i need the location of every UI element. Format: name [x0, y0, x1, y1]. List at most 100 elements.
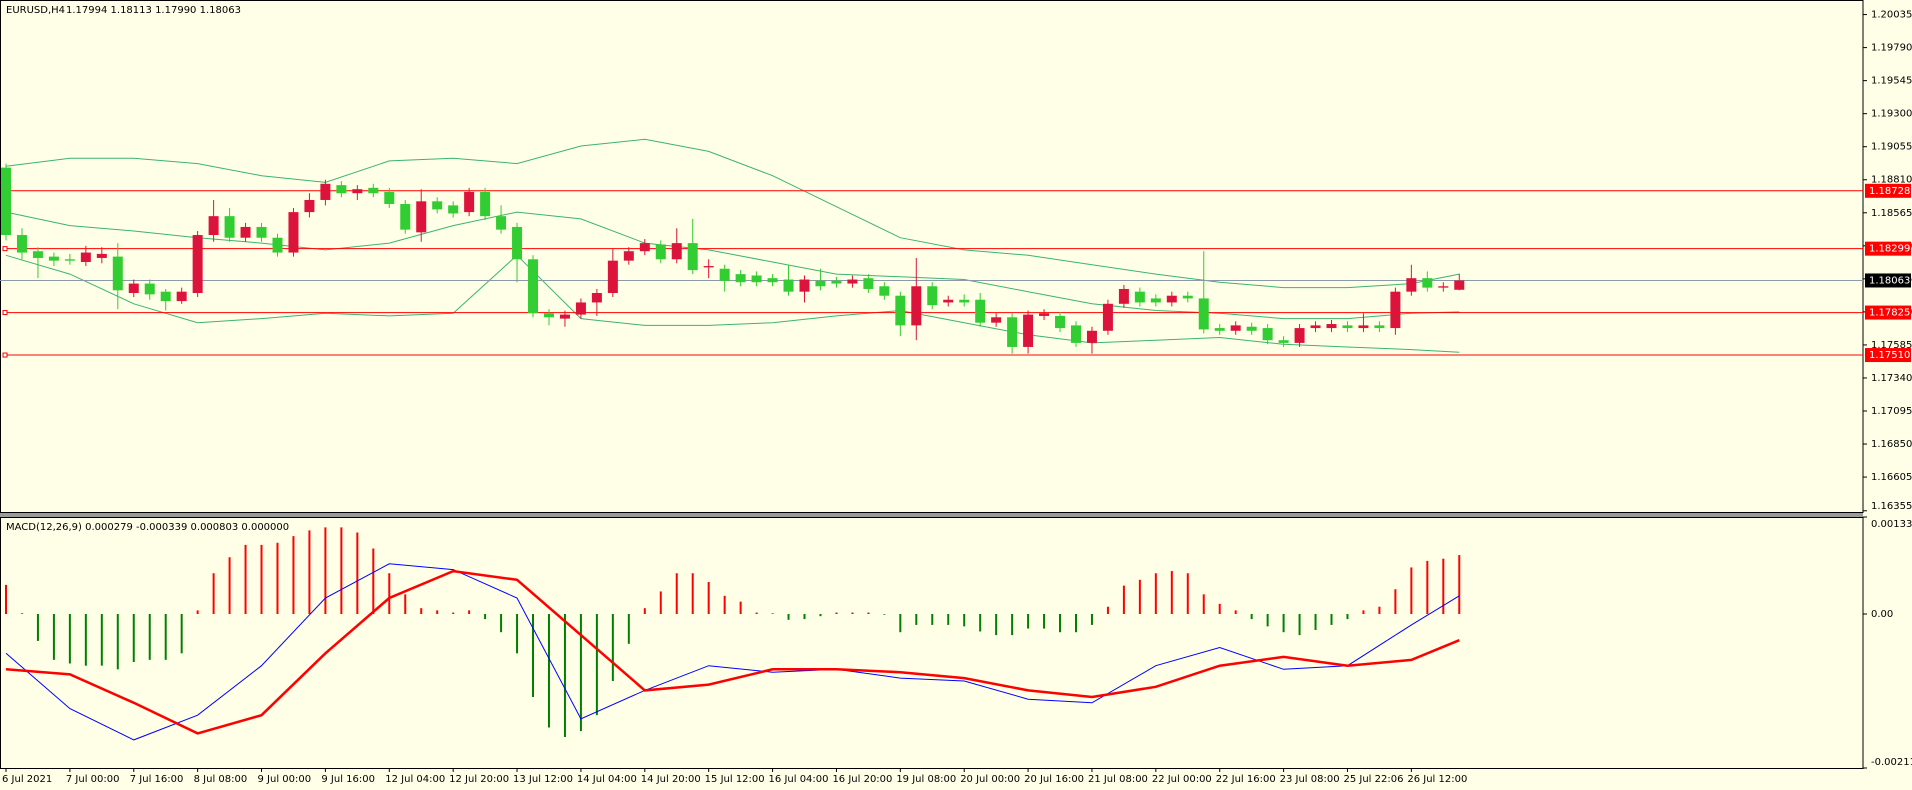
candle-body — [591, 293, 602, 303]
candle-body — [1118, 288, 1129, 304]
candle-body — [496, 216, 507, 230]
x-tick-label: 7 Jul 16:00 — [130, 774, 184, 785]
candle-body — [543, 313, 554, 318]
level-label-box — [1865, 348, 1911, 363]
bollinger-lower — [5, 254, 1460, 353]
candle-body — [575, 302, 586, 315]
candle-body — [112, 256, 123, 291]
candle-body — [703, 266, 714, 268]
level-label: 1.18299 — [1869, 244, 1910, 255]
candle-body — [80, 252, 91, 263]
level-label-box — [1865, 305, 1911, 320]
candle-body — [336, 185, 347, 194]
candle-body — [288, 212, 299, 253]
candle-body — [464, 191, 475, 213]
x-tick-label: 7 Jul 00:00 — [66, 774, 120, 785]
candle-body — [815, 280, 826, 287]
candle-body — [192, 235, 203, 294]
x-tick-label: 20 Jul 00:00 — [960, 774, 1020, 785]
candle-body — [1294, 328, 1305, 343]
candle-body — [512, 226, 523, 260]
candle-body — [1166, 295, 1177, 303]
candle-body — [416, 201, 427, 233]
candle-body — [751, 275, 762, 283]
candle-body — [1438, 286, 1449, 288]
macd-panel-frame — [0, 517, 1864, 769]
candle-body — [1086, 330, 1097, 343]
x-tick-label: 8 Jul 08:00 — [194, 774, 248, 785]
bollinger-upper — [5, 138, 1460, 289]
candle-body — [1055, 315, 1066, 329]
candle-body — [1182, 295, 1193, 299]
level-label: 1.17825 — [1869, 308, 1910, 319]
x-tick-label: 23 Jul 08:00 — [1280, 774, 1340, 785]
x-tick-label: 14 Jul 04:00 — [577, 774, 637, 785]
candle-body — [1406, 278, 1417, 292]
candle-body — [1390, 291, 1401, 329]
candle-body — [623, 251, 634, 261]
current-price-box — [1865, 273, 1911, 288]
x-tick-label: 16 Jul 04:00 — [769, 774, 829, 785]
macd-line — [5, 563, 1460, 741]
x-tick-label: 9 Jul 16:00 — [321, 774, 375, 785]
candle-body — [1039, 313, 1050, 316]
candle-body — [719, 268, 730, 281]
x-tick-label: 20 Jul 16:00 — [1024, 774, 1084, 785]
y-tick-label: 1.17340 — [1871, 373, 1912, 384]
candle-body — [655, 244, 666, 260]
candle-body — [991, 317, 1002, 323]
signal-line — [5, 569, 1460, 735]
candle-body — [1102, 303, 1113, 331]
y-tick-label: 1.20035 — [1871, 10, 1912, 21]
quote: 1.17994 1.18113 1.17990 1.18063 — [66, 5, 241, 16]
y-tick-label: 1.16355 — [1871, 501, 1912, 512]
candle-body — [64, 259, 75, 261]
candle-body — [831, 280, 842, 284]
candle-body — [480, 191, 491, 217]
x-tick-label: 13 Jul 12:00 — [513, 774, 573, 785]
candle-body — [224, 216, 235, 238]
level-marker — [2, 246, 8, 252]
candle-body — [911, 286, 922, 326]
x-tick-label: 6 Jul 2021 — [2, 774, 52, 785]
level-marker — [2, 310, 8, 316]
candle-body — [671, 243, 682, 260]
candle-body — [352, 189, 363, 194]
x-tick-label: 12 Jul 20:00 — [449, 774, 509, 785]
y-tick-label: 1.16605 — [1871, 472, 1912, 483]
candle-body — [304, 199, 315, 213]
x-tick-label: 14 Jul 20:00 — [641, 774, 701, 785]
candle-body — [1150, 298, 1161, 303]
y-tick-label: 1.19790 — [1871, 43, 1912, 54]
candle-body — [32, 251, 43, 258]
candle-body — [240, 226, 251, 238]
current-price-label: 1.18063 — [1869, 275, 1910, 286]
level-label: 1.17510 — [1869, 350, 1910, 361]
candle-body — [1310, 325, 1321, 329]
candle-body — [96, 253, 107, 258]
candle-body — [160, 291, 171, 302]
candle-body — [975, 299, 986, 323]
candle-body — [1326, 324, 1337, 329]
y-tick-label: 1.17585 — [1871, 340, 1912, 351]
candle-body — [639, 243, 650, 252]
candle-body — [559, 314, 570, 319]
candle-body — [895, 295, 906, 326]
y-tick-label: 0.001333 — [1871, 519, 1912, 530]
candle-body — [1023, 314, 1034, 347]
candle-body — [144, 283, 155, 295]
level-label-box — [1865, 183, 1911, 198]
candle-body — [400, 204, 411, 230]
candle-body — [1198, 298, 1209, 330]
x-tick-label: 12 Jul 04:00 — [385, 774, 445, 785]
candle-body — [1230, 325, 1241, 331]
y-tick-label: -0.002116 — [1871, 757, 1912, 768]
candle-body — [1342, 325, 1353, 329]
y-tick-label: 1.19055 — [1871, 142, 1912, 153]
candle-body — [735, 274, 746, 283]
candle-body — [320, 183, 331, 200]
candle-body — [943, 299, 954, 303]
candle-body — [767, 278, 778, 283]
candle-body — [176, 291, 187, 302]
candle-body — [528, 259, 539, 314]
